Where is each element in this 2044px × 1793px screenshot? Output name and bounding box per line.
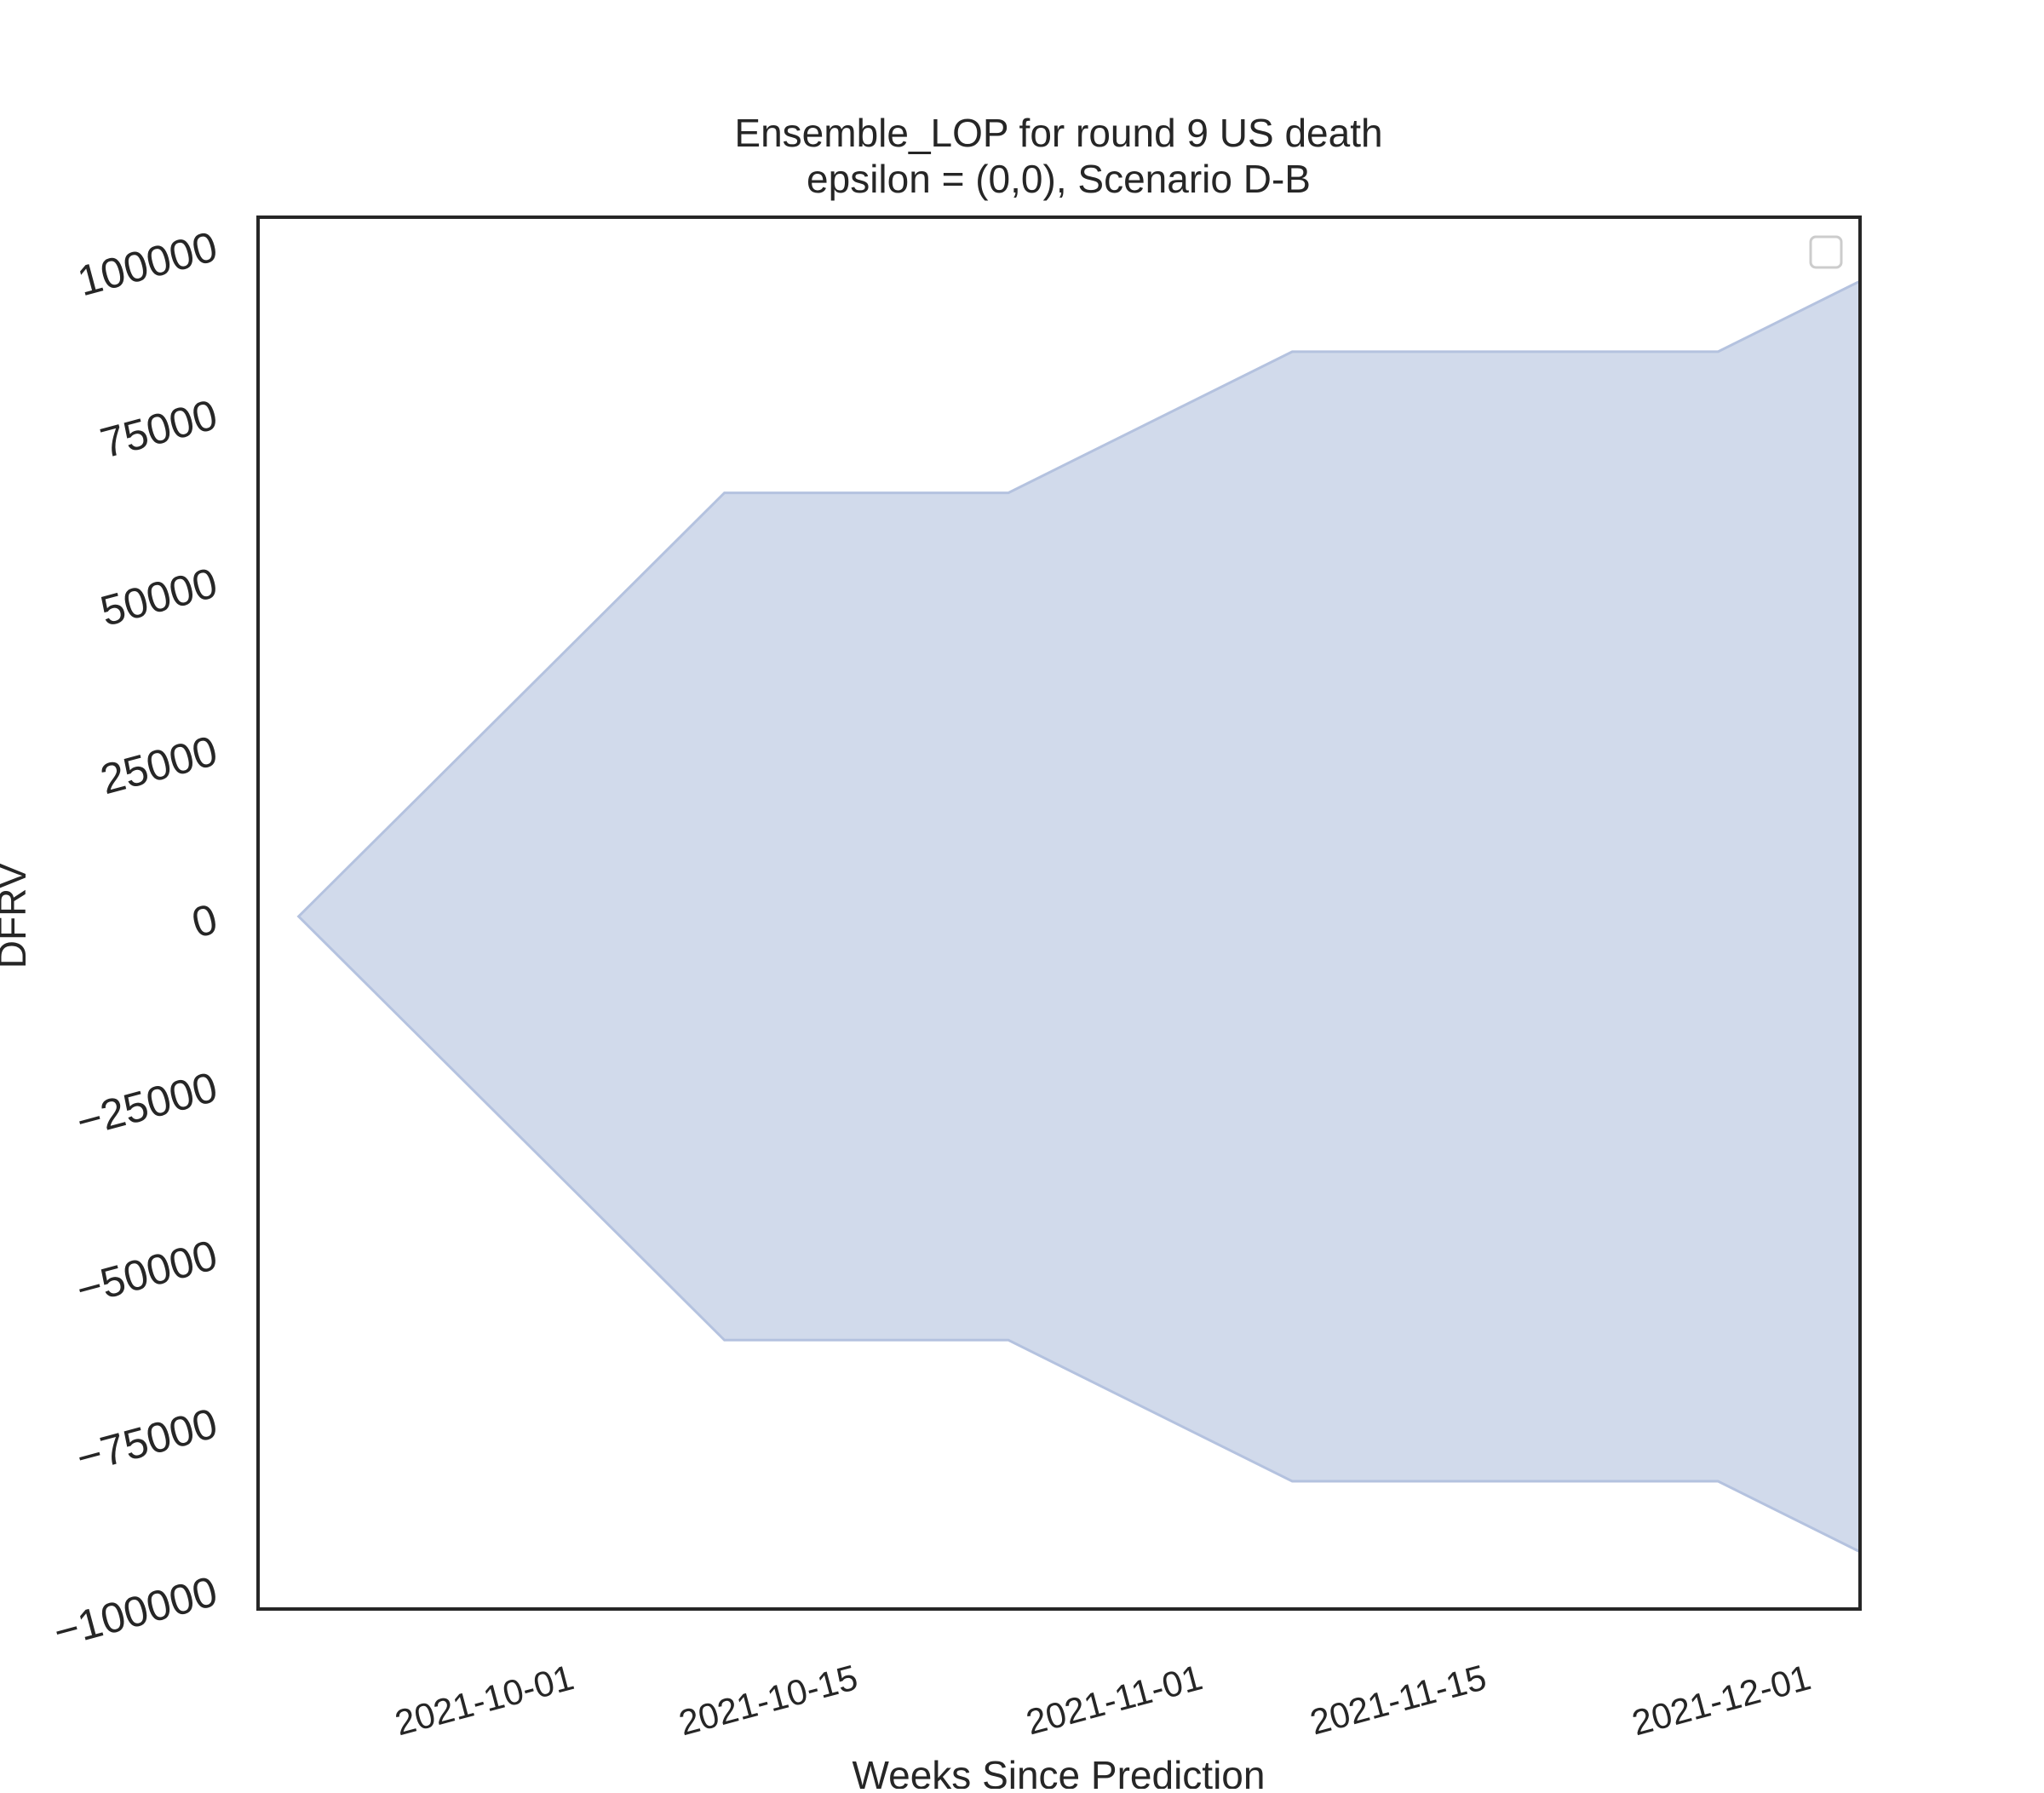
x-axis-label: Weeks Since Prediction xyxy=(853,1753,1266,1789)
y-axis-ticks: 100000 75000 50000 25000 0 −25000 −50000 −75000… xyxy=(49,222,222,1657)
y-tick-label: 75000 xyxy=(95,390,222,467)
y-tick-label: −75000 xyxy=(72,1399,222,1483)
y-tick-label: 0 xyxy=(187,894,221,946)
x-tick-label: 2021-11-01 xyxy=(1022,1657,1207,1742)
plot-frame xyxy=(256,216,1862,1611)
x-axis-ticks: 2021-10-01 2021-10-15 2021-11-01 2021-11-15… xyxy=(391,1657,1815,1743)
x-tick-label: 2021-10-15 xyxy=(675,1657,862,1743)
x-tick-label: 2021-12-01 xyxy=(1628,1657,1815,1743)
x-tick-label: 2021-11-15 xyxy=(1306,1657,1490,1742)
legend-box xyxy=(1809,235,1843,269)
y-axis-label: DFRV xyxy=(0,862,34,968)
confidence-band xyxy=(296,279,1862,1555)
chart-subtitle: epsilon = (0,0), Scenario D-B xyxy=(807,157,1311,201)
y-tick-label: 100000 xyxy=(72,222,222,305)
y-tick-label: −100000 xyxy=(49,1567,222,1657)
y-tick-label: −50000 xyxy=(72,1231,222,1314)
chart-title: Ensemble_LOP for round 9 US death xyxy=(734,111,1382,155)
y-tick-label: −25000 xyxy=(72,1063,222,1146)
y-tick-label: 50000 xyxy=(95,559,222,635)
confidence-band-layer xyxy=(296,279,1862,1555)
x-tick-label: 2021-10-01 xyxy=(391,1657,578,1743)
y-tick-label: 25000 xyxy=(95,727,222,803)
